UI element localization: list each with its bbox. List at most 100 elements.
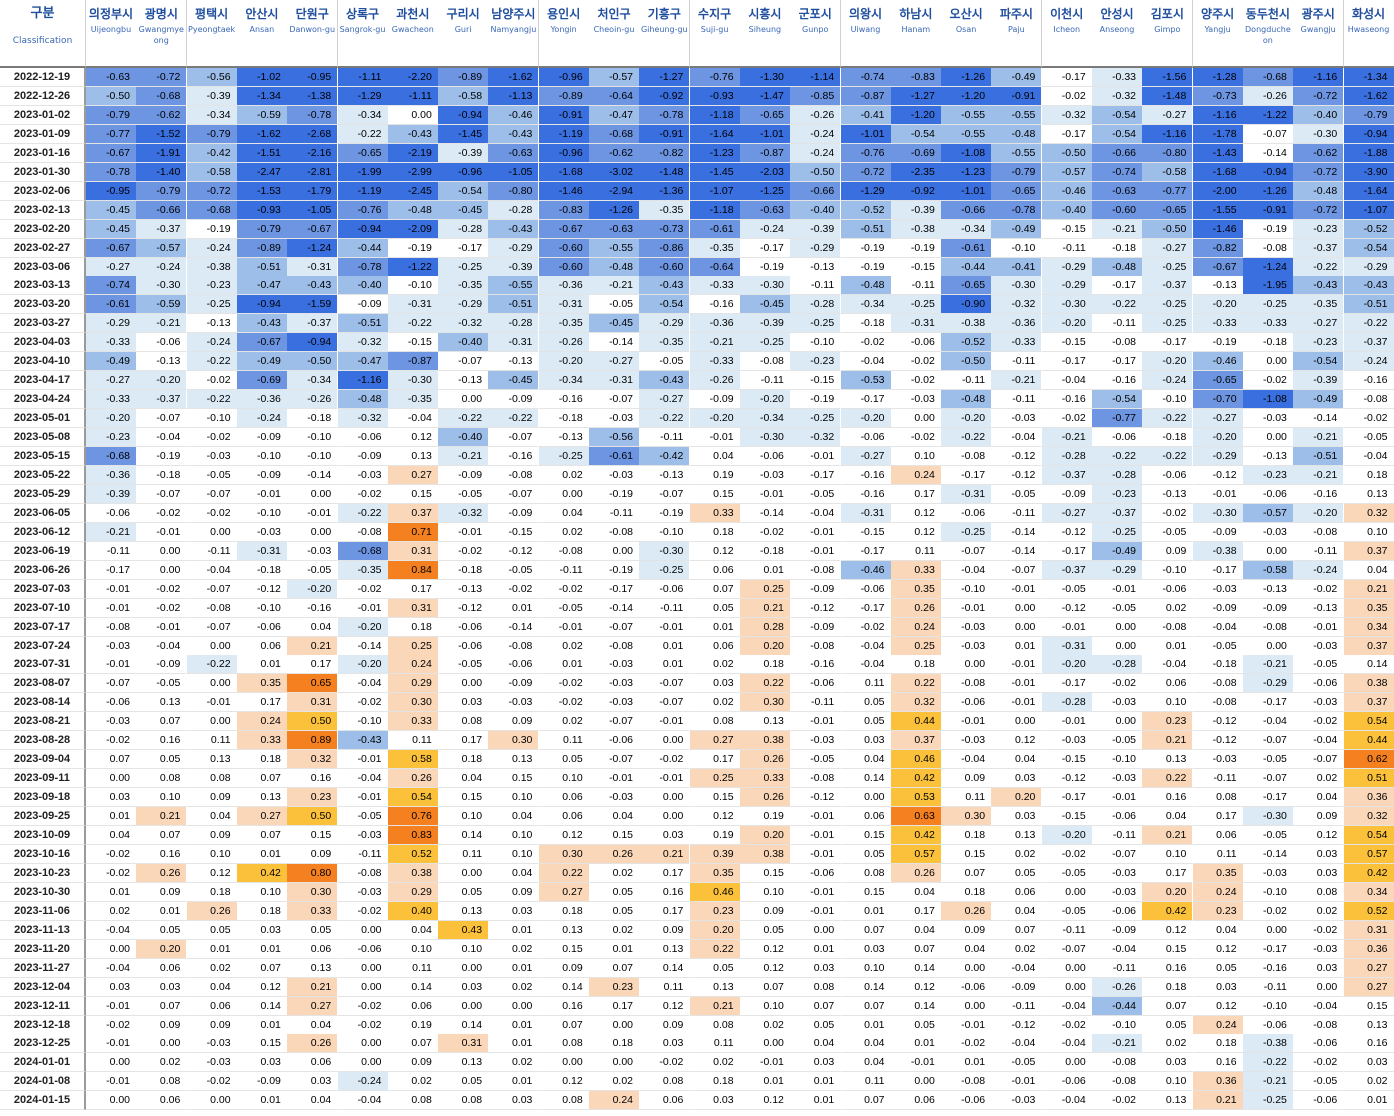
heatmap-cell: -0.43 — [387, 124, 439, 144]
heatmap-cell: -0.08 — [941, 447, 993, 466]
heatmap-cell: -0.43 — [488, 124, 540, 144]
heatmap-cell: 0.19 — [739, 807, 791, 827]
heatmap-cell: 0.00 — [739, 1034, 791, 1054]
heatmap-cell: 0.01 — [236, 1091, 288, 1111]
row-date-label: 2023-11-13 — [0, 920, 86, 940]
heatmap-cell: 0.06 — [1192, 826, 1244, 845]
heatmap-cell: -0.16 — [840, 484, 892, 504]
heatmap-cell: -0.11 — [337, 844, 389, 864]
heatmap-cell: 0.00 — [1092, 617, 1143, 637]
heatmap-cell: 0.10 — [1142, 693, 1194, 713]
heatmap-cell: 0.01 — [186, 939, 238, 959]
heatmap-cell: -0.79 — [186, 124, 238, 144]
heatmap-cell: 0.00 — [488, 996, 540, 1016]
heatmap-cell: 0.05 — [739, 920, 791, 940]
heatmap-cell: -0.21 — [991, 371, 1043, 391]
heatmap-cell: 0.12 — [1293, 826, 1345, 845]
heatmap-cell: 0.14 — [890, 996, 942, 1016]
heatmap-cell: 0.00 — [1041, 882, 1093, 902]
heatmap-cell: -0.92 — [639, 86, 691, 106]
heatmap-cell: 0.11 — [438, 844, 490, 864]
heatmap-cell: -0.35 — [387, 390, 439, 410]
heatmap-cell: -0.01 — [86, 996, 137, 1016]
heatmap-cell: -0.14 — [589, 598, 640, 618]
heatmap-cell: -0.32 — [1041, 105, 1093, 125]
heatmap-cell: 0.31 — [287, 693, 339, 713]
heatmap-cell: -0.08 — [1242, 617, 1294, 637]
heatmap-cell: -0.28 — [1041, 447, 1093, 466]
heatmap-cell: -0.42 — [639, 447, 691, 466]
heatmap-cell: -0.21 — [589, 276, 640, 296]
heatmap-cell: -0.10 — [941, 579, 993, 599]
heatmap-cell: -0.30 — [1041, 295, 1093, 315]
heatmap-cell: -0.72 — [1293, 86, 1345, 106]
heatmap-cell: 0.02 — [186, 958, 238, 978]
heatmap-cell: 0.26 — [890, 598, 942, 618]
heatmap-cell: -0.35 — [689, 238, 741, 258]
heatmap-cell: -0.22 — [1092, 447, 1143, 466]
heatmap-cell: 0.03 — [488, 1091, 540, 1111]
heatmap-cell: 0.00 — [1041, 958, 1093, 978]
heatmap-cell: -0.09 — [438, 465, 490, 485]
heatmap-cell: 0.00 — [186, 522, 238, 542]
heatmap-cell: 0.02 — [488, 1053, 540, 1073]
heatmap-cell: -0.29 — [1192, 447, 1244, 466]
heatmap-cell: 0.32 — [890, 693, 942, 713]
heatmap-cell: -0.21 — [1041, 428, 1093, 448]
heatmap-cell: 0.34 — [1343, 882, 1394, 902]
heatmap-cell: 0.09 — [488, 712, 540, 732]
heatmap-cell: 0.16 — [287, 769, 339, 789]
heatmap-cell: -0.94 — [1343, 124, 1394, 144]
heatmap-cell: -0.05 — [790, 750, 842, 770]
heatmap-cell: 0.20 — [739, 636, 791, 656]
heatmap-cell: 0.10 — [538, 769, 590, 789]
heatmap-cell: -0.06 — [941, 503, 993, 523]
heatmap-cell: -0.11 — [790, 693, 842, 713]
heatmap-cell: -0.30 — [1293, 124, 1345, 144]
heatmap-cell: -1.43 — [1192, 143, 1244, 163]
heatmap-cell: -0.08 — [790, 560, 842, 580]
heatmap-cell: -0.02 — [840, 617, 892, 637]
heatmap-cell: 0.38 — [739, 731, 791, 751]
heatmap-cell: -0.08 — [1343, 390, 1394, 410]
heatmap-cell: -0.25 — [1142, 314, 1194, 334]
row-date-label: 2024-01-15 — [0, 1091, 86, 1111]
heatmap-cell: -0.82 — [1192, 238, 1244, 258]
heatmap-cell: 0.28 — [739, 617, 791, 637]
heatmap-cell: -0.01 — [1041, 712, 1093, 732]
heatmap-cell: -0.06 — [1142, 465, 1194, 485]
heatmap-cell: -0.45 — [86, 219, 137, 239]
heatmap-cell: -0.46 — [1041, 181, 1093, 201]
heatmap-cell: -0.07 — [639, 484, 691, 504]
heatmap-cell: -0.48 — [589, 257, 640, 277]
heatmap-cell: -0.06 — [1092, 901, 1143, 921]
heatmap-cell: -0.06 — [790, 674, 842, 694]
heatmap-cell: 0.01 — [236, 655, 288, 675]
heatmap-cell: -0.68 — [86, 447, 137, 466]
heatmap-cell: -0.33 — [1192, 314, 1244, 334]
heatmap-cell: 0.17 — [387, 579, 439, 599]
heatmap-cell: -0.31 — [488, 333, 540, 353]
heatmap-cell: -0.09 — [337, 447, 389, 466]
heatmap-cell: 0.15 — [1343, 996, 1394, 1016]
heatmap-cell: -0.92 — [890, 181, 942, 201]
heatmap-cell: 0.71 — [387, 522, 439, 542]
row-date-label: 2023-10-16 — [0, 844, 86, 864]
heatmap-cell: -1.25 — [739, 181, 791, 201]
heatmap-cell: 0.30 — [488, 731, 540, 751]
heatmap-cell: -0.01 — [739, 1053, 791, 1073]
heatmap-cell: -1.47 — [739, 86, 791, 106]
heatmap-cell: 0.12 — [689, 541, 741, 561]
heatmap-cell: -0.18 — [438, 560, 490, 580]
heatmap-cell: -0.29 — [1041, 257, 1093, 277]
heatmap-cell: -0.25 — [790, 314, 842, 334]
heatmap-cell: -1.08 — [941, 143, 993, 163]
heatmap-cell: 0.07 — [1142, 996, 1194, 1016]
heatmap-cell: 0.25 — [890, 636, 942, 656]
heatmap-cell: 0.03 — [86, 788, 137, 808]
heatmap-cell: 0.00 — [438, 674, 490, 694]
heatmap-cell: -0.59 — [236, 105, 288, 125]
heatmap-cell: 0.03 — [287, 1072, 339, 1092]
heatmap-cell: -0.20 — [337, 655, 389, 675]
heatmap-cell: 0.02 — [1343, 1072, 1394, 1092]
